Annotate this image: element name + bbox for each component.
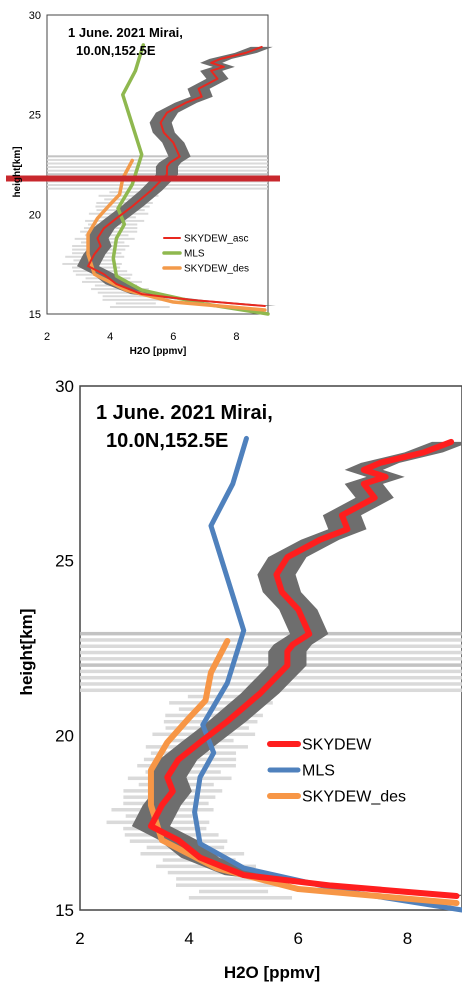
grey-bar bbox=[109, 306, 170, 309]
grey-bar bbox=[80, 644, 462, 648]
ylabel-top: height[km] bbox=[12, 146, 23, 197]
grey-bar bbox=[98, 194, 159, 197]
legend-label: MLS bbox=[302, 763, 335, 780]
grey-bar bbox=[188, 896, 293, 900]
uncertainty-band bbox=[131, 441, 462, 897]
x-tick-label: 2 bbox=[44, 331, 50, 343]
series-line-skydew bbox=[147, 438, 460, 900]
grey-bar bbox=[109, 191, 152, 194]
grey-bar bbox=[187, 694, 261, 699]
grey-bar bbox=[47, 158, 268, 161]
x-tick-label: 6 bbox=[294, 929, 303, 948]
grey-bar bbox=[80, 638, 462, 642]
x-tick-label: 8 bbox=[403, 929, 412, 948]
grey-bar bbox=[176, 877, 264, 881]
grey-bar bbox=[178, 707, 257, 711]
grey-bar bbox=[169, 701, 273, 705]
x-tick-label: 4 bbox=[107, 331, 113, 343]
grey-bar bbox=[104, 198, 149, 201]
y-tick-label: 25 bbox=[55, 552, 74, 571]
grey-bar bbox=[47, 162, 268, 165]
ticks-bottom: 2 4 6 8 15 20 25 30 bbox=[55, 377, 412, 948]
series-line-skydew-asc bbox=[87, 45, 266, 308]
bands-bottom bbox=[131, 441, 462, 897]
y-tick-label: 20 bbox=[55, 726, 74, 745]
lines-bottom bbox=[147, 435, 462, 913]
annotation-line1-bottom: 1 June. 2021 Mirai, bbox=[96, 402, 273, 424]
x-tick-label: 6 bbox=[170, 331, 176, 343]
series-line-mls bbox=[192, 435, 462, 913]
x-tick-label: 2 bbox=[75, 929, 84, 948]
xlabel-top: H2O [ppmv] bbox=[130, 346, 187, 357]
legend-bottom: SKYDEW MLS SKYDEW_des bbox=[267, 737, 406, 806]
annotation-line2-top: 10.0N,152.5E bbox=[76, 43, 156, 58]
grey-bar bbox=[80, 631, 462, 636]
x-tick-label: 4 bbox=[184, 929, 193, 948]
annotation-line1-top: 1 June. 2021 Mirai, bbox=[68, 25, 183, 40]
legend-label: MLS bbox=[184, 249, 205, 260]
chart-top: 2 4 6 8 15 20 25 30 1 June. 2021 Mirai, 10.0N,1… bbox=[6, 10, 280, 357]
ylabel-bottom: height[km] bbox=[17, 609, 36, 696]
legend-top: SKYDEW_asc MLS SKYDEW_des bbox=[162, 234, 249, 275]
grey-bar bbox=[102, 295, 154, 298]
y-tick-label: 25 bbox=[29, 110, 41, 122]
y-tick-label: 30 bbox=[55, 377, 74, 396]
series-line-mls bbox=[111, 43, 270, 316]
y-tick-label: 30 bbox=[29, 10, 41, 22]
legend-label: SKYDEW_asc bbox=[184, 234, 248, 245]
y-tick-label: 15 bbox=[55, 901, 74, 920]
grey-bar bbox=[199, 889, 269, 894]
grey-bar bbox=[97, 291, 151, 294]
y-tick-label: 20 bbox=[29, 209, 41, 221]
legend-label: SKYDEW_des bbox=[302, 789, 406, 806]
xlabel-bottom: H2O [ppmv] bbox=[224, 963, 320, 982]
grey-bar bbox=[167, 870, 259, 875]
grey-bar bbox=[47, 155, 268, 158]
legend-label: SKYDEW bbox=[302, 737, 372, 754]
grey-bar bbox=[102, 298, 162, 301]
y-tick-label: 15 bbox=[29, 309, 41, 321]
x-tick-label: 8 bbox=[233, 331, 239, 343]
grey-bar bbox=[165, 713, 263, 718]
lines-top bbox=[86, 43, 270, 316]
chart-bottom: 2 4 6 8 15 20 25 30 1 June. 2021 Mirai, 10.0N,1… bbox=[17, 377, 462, 982]
grey-bar bbox=[115, 302, 156, 305]
annotation-line2-bottom: 10.0N,152.5E bbox=[106, 430, 228, 452]
legend-label: SKYDEW_des bbox=[184, 264, 249, 275]
grey-bar bbox=[96, 201, 153, 204]
grey-bar bbox=[176, 883, 278, 887]
ticks-top: 2 4 6 8 15 20 25 30 bbox=[29, 10, 240, 343]
